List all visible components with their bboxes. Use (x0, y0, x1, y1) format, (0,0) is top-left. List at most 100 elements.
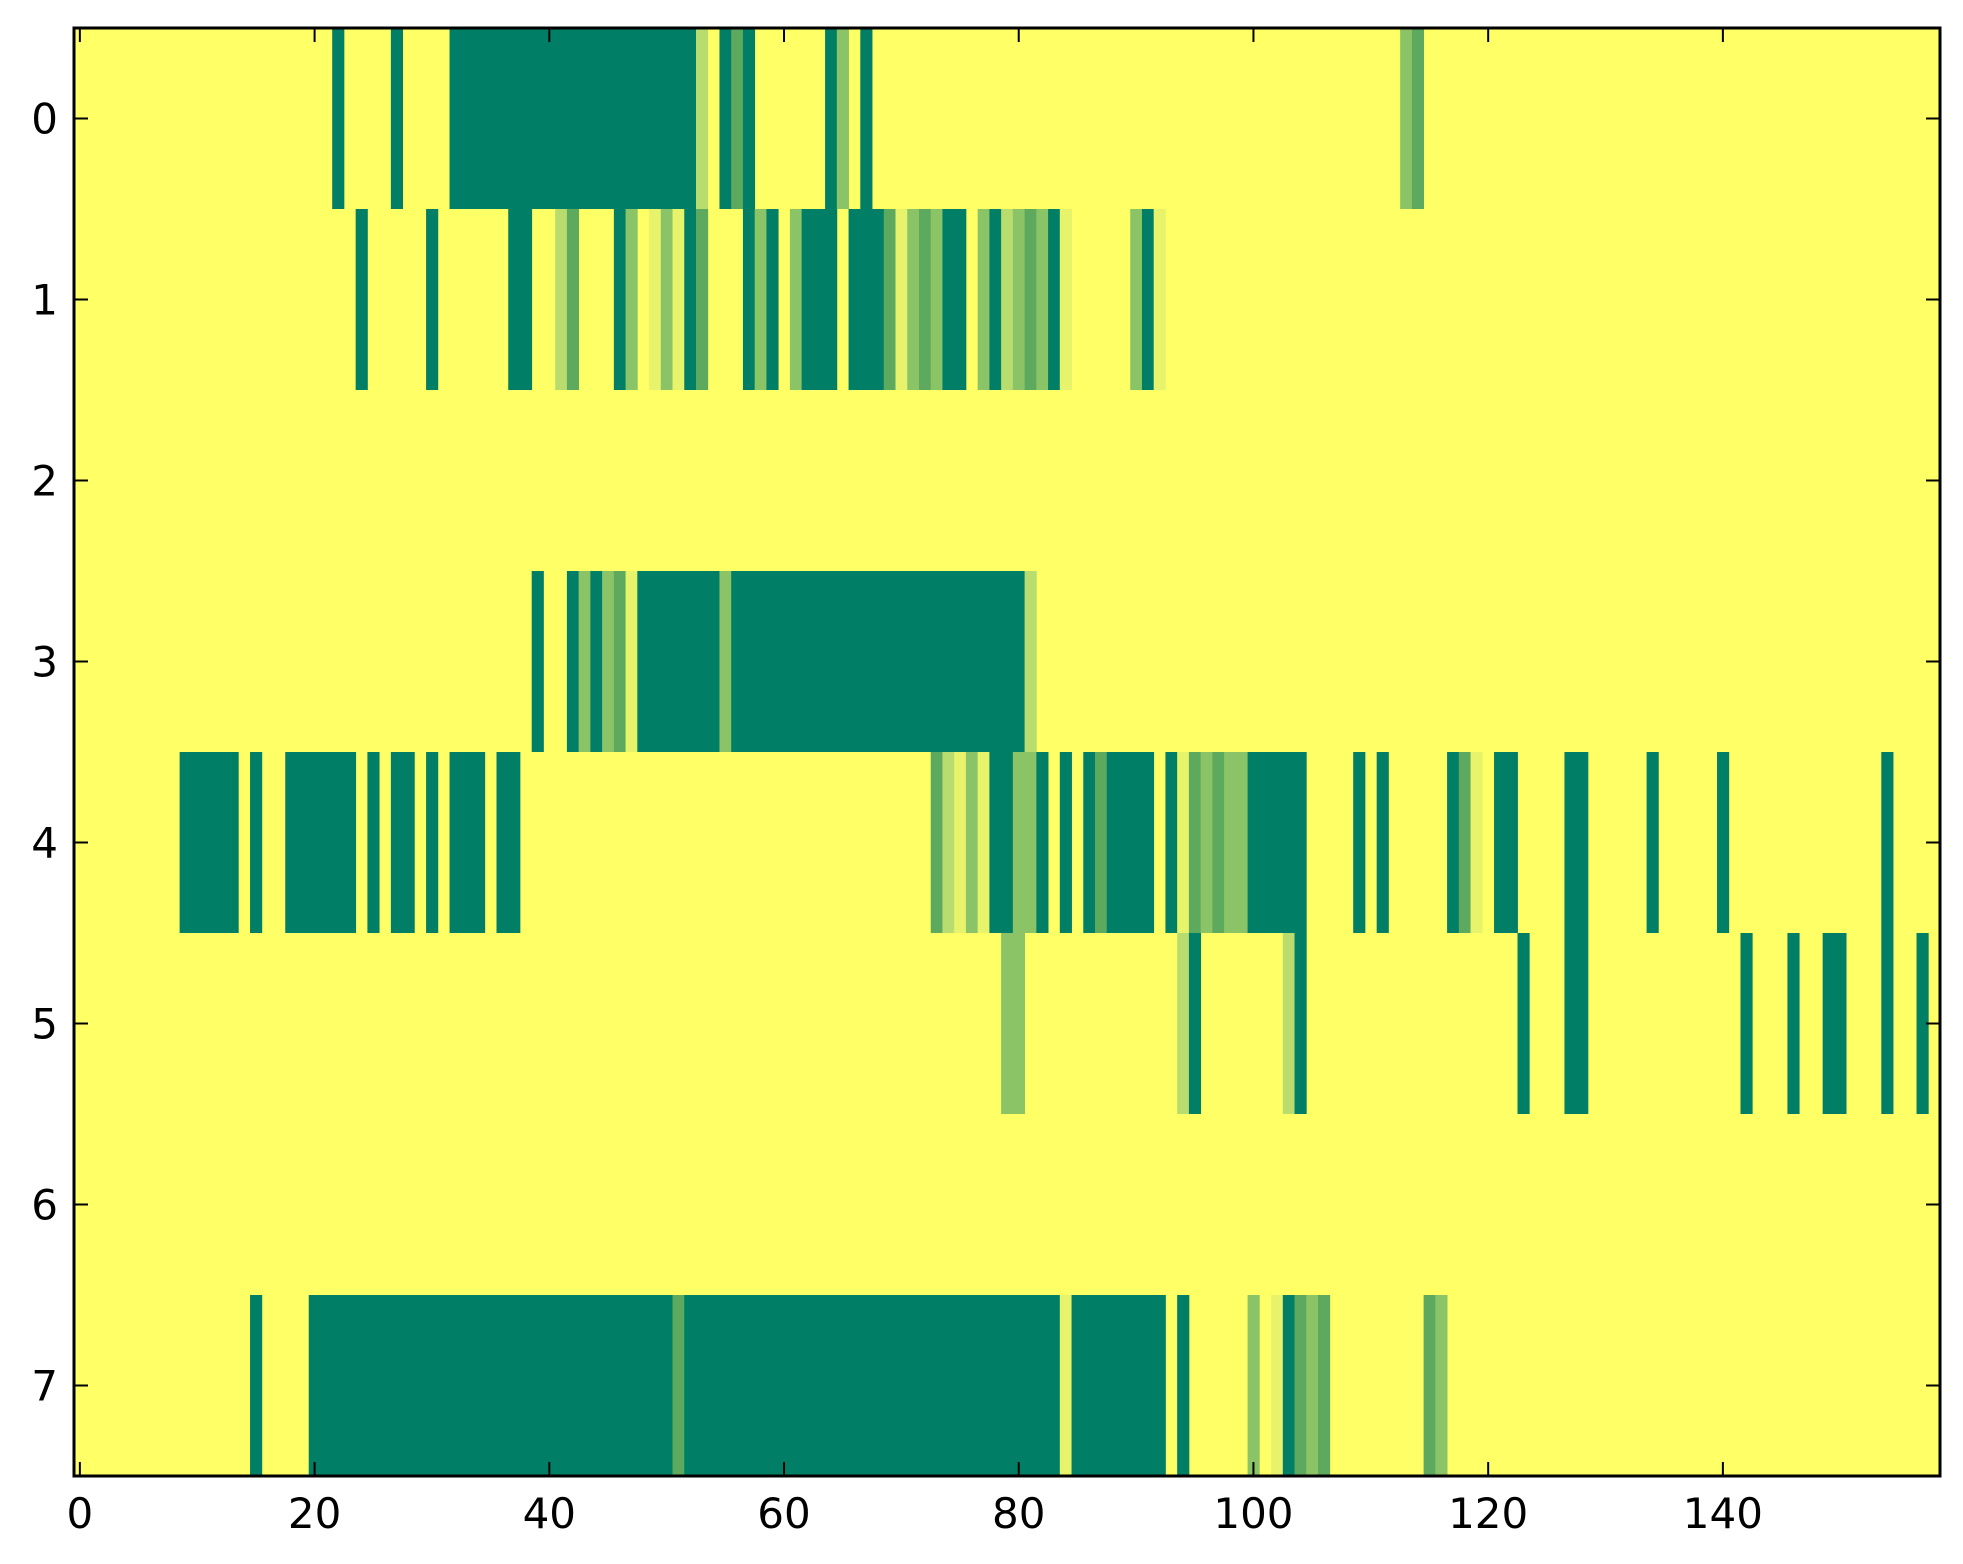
heatmap-cell (555, 209, 568, 390)
heatmap-cell (989, 209, 1002, 390)
heatmap-cell (1012, 209, 1026, 390)
heatmap-cell (696, 28, 709, 209)
heatmap-cell (719, 571, 732, 752)
y-tick-label: 6 (31, 1181, 58, 1230)
y-tick-label: 0 (31, 95, 58, 144)
heatmap-cell (426, 752, 439, 933)
heatmap-cell (625, 209, 638, 390)
heatmap-cell (989, 752, 1014, 933)
heatmap-cell (848, 209, 885, 390)
heatmap-cell (1036, 209, 1049, 390)
heatmap-cell (566, 209, 580, 390)
heatmap-cell (496, 752, 521, 933)
heatmap-cell (367, 752, 380, 933)
heatmap-cell (390, 28, 404, 209)
heatmap-cell (1024, 209, 1037, 390)
heatmap-cell (684, 209, 697, 390)
heatmap-cell (250, 1295, 263, 1476)
heatmap-cell (1001, 933, 1025, 1114)
heatmap-cell (1400, 28, 1413, 209)
x-tick-label: 140 (1683, 1489, 1763, 1538)
heatmap-cell (602, 571, 615, 752)
heatmap-cell (1106, 752, 1155, 933)
heatmap-cell (390, 752, 415, 933)
heatmap-cell (954, 752, 967, 933)
heatmap-cell (965, 752, 979, 933)
heatmap-cell (613, 571, 626, 752)
heatmap-cell (1447, 752, 1460, 933)
heatmap-cell (696, 209, 709, 390)
heatmap-cell (578, 571, 591, 752)
x-tick-label: 80 (992, 1489, 1045, 1538)
heatmap-cell (1059, 1295, 1072, 1476)
heatmap-cell (1024, 571, 1037, 752)
heatmap-cell (684, 1295, 1061, 1476)
y-tick-label: 2 (31, 457, 58, 506)
heatmap-cell (672, 1295, 685, 1476)
heatmap-cell (308, 1295, 673, 1476)
heatmap-cell (1411, 28, 1425, 209)
y-axis: 0 1 2 3 4 5 6 7 (31, 95, 58, 1411)
heatmap-cell (742, 28, 756, 209)
heatmap-cell (1200, 752, 1213, 933)
x-tick-label: 100 (1213, 1489, 1293, 1538)
heatmap-cell (1787, 933, 1800, 1114)
heatmap-cells (179, 28, 1929, 1476)
heatmap-cell (1130, 209, 1143, 390)
heatmap-cell (332, 28, 345, 209)
heatmap-cell (590, 571, 603, 752)
x-tick-label: 60 (757, 1489, 810, 1538)
heatmap-cell (1470, 752, 1483, 933)
heatmap-cell (1517, 933, 1530, 1114)
heatmap-cell (1318, 1295, 1331, 1476)
heatmap-cell (449, 28, 697, 209)
heatmap-cell (355, 209, 368, 390)
heatmap-cell (1294, 752, 1307, 933)
heatmap-cell (1036, 752, 1049, 933)
heatmap-cell (1494, 752, 1518, 933)
heatmap-cell (1141, 209, 1155, 390)
heatmap-cell (977, 209, 990, 390)
heatmap-cell (649, 571, 720, 752)
heatmap-cell (250, 752, 263, 933)
heatmap-cell (1916, 933, 1929, 1114)
heatmap-cell (1881, 933, 1894, 1114)
heatmap-cell (531, 571, 544, 752)
heatmap-cell (801, 209, 838, 390)
heatmap-cell (1353, 752, 1366, 933)
heatmap-cell (1224, 752, 1248, 933)
heatmap-cell (649, 209, 662, 390)
y-tick-label: 4 (31, 819, 58, 868)
heatmap-cell (285, 752, 357, 933)
heatmap-cell (977, 752, 990, 933)
heatmap-cell (1294, 1295, 1307, 1476)
heatmap-cell (1177, 933, 1190, 1114)
heatmap-cell (1247, 752, 1295, 933)
heatmap-cell (1059, 209, 1072, 390)
plot-frame (72, 26, 1942, 1478)
heatmap-cell (1048, 209, 1061, 390)
heatmap-cell (449, 752, 486, 933)
heatmap-cell (1188, 752, 1202, 933)
heatmap-cell (1001, 209, 1014, 390)
heatmap-cell (1271, 1295, 1284, 1476)
heatmap-cell (660, 209, 673, 390)
heatmap-cell (1012, 752, 1037, 933)
heatmap-cell (1423, 1295, 1436, 1476)
heatmap-cell (883, 209, 896, 390)
heatmap-cell (1881, 752, 1894, 933)
heatmap-cell (672, 209, 685, 390)
y-tick-label: 7 (31, 1362, 58, 1411)
heatmap-cell (613, 209, 626, 390)
x-tick-label: 0 (67, 1489, 94, 1538)
heatmap-cell (1165, 752, 1178, 933)
heatmap-cell (1294, 933, 1307, 1114)
heatmap-cell (1458, 752, 1471, 933)
heatmap-cell (1646, 752, 1659, 933)
heatmap-cell (907, 209, 920, 390)
x-tick-label: 20 (288, 1489, 341, 1538)
heatmap-cell (860, 28, 873, 209)
x-tick-label: 120 (1448, 1489, 1528, 1538)
heatmap-cell (1564, 933, 1589, 1114)
heatmap-cell (637, 571, 650, 752)
